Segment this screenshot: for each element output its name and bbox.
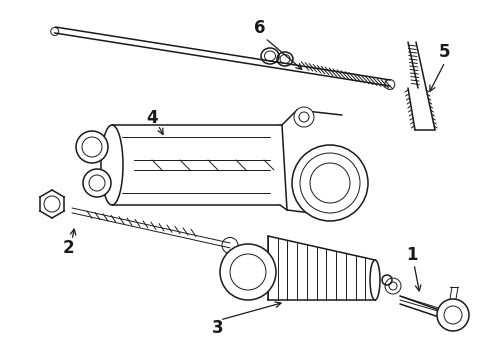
Circle shape xyxy=(437,299,469,331)
Circle shape xyxy=(292,145,368,221)
Circle shape xyxy=(83,169,111,197)
Circle shape xyxy=(220,244,276,300)
Text: 2: 2 xyxy=(62,239,74,257)
Text: 6: 6 xyxy=(254,19,266,37)
Text: 3: 3 xyxy=(212,319,224,337)
Text: 5: 5 xyxy=(439,43,451,61)
Circle shape xyxy=(294,107,314,127)
Text: 4: 4 xyxy=(146,109,158,127)
Circle shape xyxy=(76,131,108,163)
Ellipse shape xyxy=(370,260,380,300)
Text: 1: 1 xyxy=(406,246,418,264)
